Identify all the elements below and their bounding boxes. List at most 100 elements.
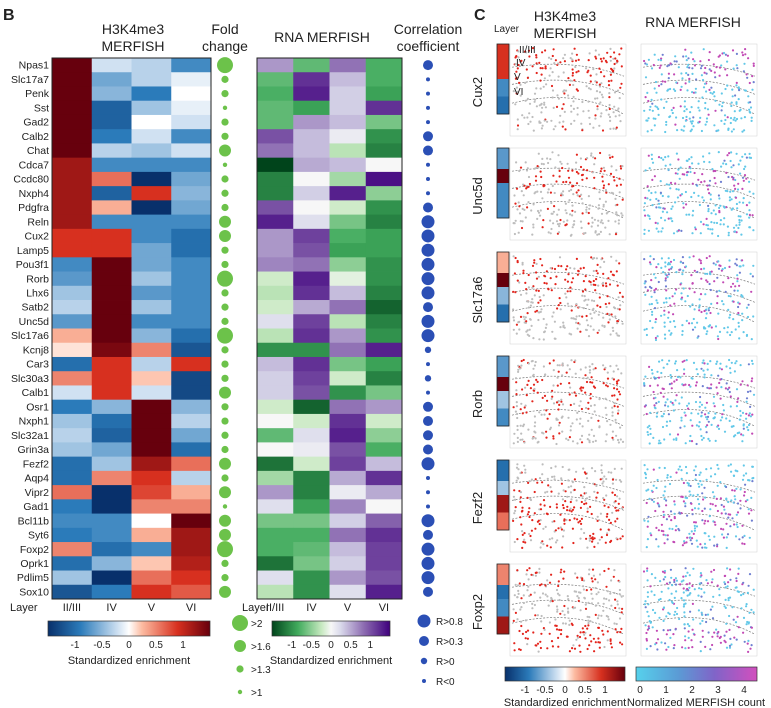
h3k4me3-cell: [91, 342, 132, 358]
rna-cell-dot: [723, 634, 726, 637]
rna-cell-dot: [710, 69, 713, 72]
h3k4me3-cell-dot: [565, 518, 568, 522]
h3k4me3-cell-dot: [614, 220, 617, 223]
h3k4me3-cell-dot: [521, 220, 524, 223]
h3k4me3-cell-dot: [550, 227, 553, 231]
rna-cell-dot: [733, 289, 736, 292]
h3k4me3-cell-dot: [540, 162, 543, 165]
rna-cell-dot: [746, 498, 749, 502]
rna-cell-dot: [662, 629, 665, 632]
h3k4me3-cell-dot: [594, 604, 597, 607]
h3k4me3-cell-dot: [561, 430, 564, 433]
rna-cell-dot: [719, 219, 723, 222]
rna-cell-dot: [703, 309, 706, 313]
rna-cell-dot: [693, 507, 697, 510]
rna-cell-dot: [671, 401, 674, 405]
h3k4me3-cell-dot: [539, 190, 543, 193]
rna-cell-dot: [675, 394, 678, 397]
tissue-frame: [509, 43, 627, 137]
h3k4me3-cell-dot: [566, 595, 569, 598]
rna-cell-dot: [730, 643, 733, 646]
rna-cell-dot: [648, 497, 651, 500]
h3k4me3-cell: [91, 100, 132, 116]
rna-cell-dot: [750, 509, 753, 512]
h3k4me3-cell-dot: [528, 328, 531, 331]
rna-merfish-cell: [329, 442, 367, 458]
rna-cell-dot: [728, 259, 731, 262]
h3k4me3-cell-dot: [609, 592, 612, 595]
h3k4me3-cell-dot: [598, 329, 601, 332]
rna-cell-dot: [646, 525, 649, 528]
h3k4me3-cell-dot: [594, 578, 597, 581]
rna-merfish-cell: [365, 58, 403, 73]
rna-cell-dot: [701, 385, 704, 388]
colorbar-tick: 0.5: [344, 640, 358, 651]
rna-cell-dot: [735, 388, 739, 391]
rna-cell-dot: [696, 270, 699, 274]
rna-cell-dot: [668, 482, 672, 486]
colorbar-tick: 1: [368, 640, 374, 651]
h3k4me3-cell-dot: [528, 532, 531, 536]
rna-cell-dot: [698, 309, 701, 312]
h3k4me3-cell-dot: [561, 546, 564, 549]
h3k4me3-cell-dot: [516, 412, 519, 416]
h3k4me3-cell-dot: [579, 417, 582, 420]
h3k4me3-cell-dot: [544, 65, 547, 68]
rna-cell-dot: [682, 599, 686, 602]
rna-cell-dot: [710, 221, 713, 224]
rna-cell-dot: [689, 493, 692, 496]
rna-cell-dot: [747, 512, 751, 515]
h3k4me3-cell-dot: [520, 620, 523, 623]
h3k4me3-cell-dot: [581, 129, 584, 132]
h3k4me3-cell-dot: [561, 610, 564, 613]
h3k4me3-cell-dot: [535, 87, 538, 90]
rna-cell-dot: [751, 275, 755, 278]
rna-cell-dot: [702, 436, 705, 440]
rna-cell-dot: [670, 207, 673, 210]
rna-cell-dot: [730, 101, 733, 104]
h3k4me3-cell-dot: [589, 381, 592, 384]
layer-boundary: [642, 183, 756, 199]
h3k4me3-cell-dot: [584, 499, 587, 502]
rna-merfish-cell: [257, 584, 294, 600]
correlation-dot: [426, 105, 430, 110]
h3k4me3-cell: [52, 556, 93, 571]
h3k4me3-cell-dot: [556, 364, 559, 367]
rna-cell-dot: [657, 156, 661, 159]
rna-cell-dot: [643, 519, 646, 522]
h3k4me3-cell: [171, 470, 212, 486]
rna-cell-dot: [739, 488, 742, 491]
rna-cell-dot: [727, 231, 730, 234]
h3k4me3-cell-dot: [529, 304, 533, 307]
rna-cell-dot: [710, 581, 714, 584]
h3k4me3-cell-dot: [589, 505, 592, 508]
rna-cell-dot: [745, 603, 748, 606]
rna-cell-dot: [652, 390, 655, 394]
rna-cell-dot: [702, 223, 705, 226]
rna-cell-dot: [660, 73, 663, 76]
h3k4me3-cell-dot: [561, 374, 564, 377]
h3k4me3-cell: [91, 285, 132, 301]
h3k4me3-cell-dot: [592, 283, 595, 286]
rna-cell-dot: [690, 128, 693, 131]
rna-cell-dot: [645, 647, 649, 651]
h3k4me3-cell-dot: [519, 408, 522, 411]
rna-merfish-cell: [365, 129, 403, 144]
h3k4me3-cell-dot: [620, 65, 623, 68]
h3k4me3-cell-dot: [540, 111, 543, 114]
rna-cell-dot: [645, 333, 649, 337]
h3k4me3-cell-dot: [612, 329, 615, 332]
h3k4me3-cell-dot: [576, 411, 579, 414]
colorbar-tick: 0: [637, 685, 643, 696]
h3k4me3-cell-dot: [569, 403, 572, 407]
rna-cell-dot: [646, 431, 649, 434]
rna-cell-dot: [669, 217, 672, 220]
h3k4me3-cell-dot: [558, 167, 561, 170]
h3k4me3-cell-dot: [538, 571, 541, 574]
h3k4me3-cell-dot: [593, 545, 596, 549]
h3k4me3-cell-dot: [547, 161, 550, 165]
rna-cell-dot: [706, 386, 709, 389]
h3k4me3-cell-dot: [563, 110, 566, 113]
h3k4me3-cell-dot: [560, 416, 563, 419]
h3k4me3-cell-dot: [571, 647, 574, 650]
